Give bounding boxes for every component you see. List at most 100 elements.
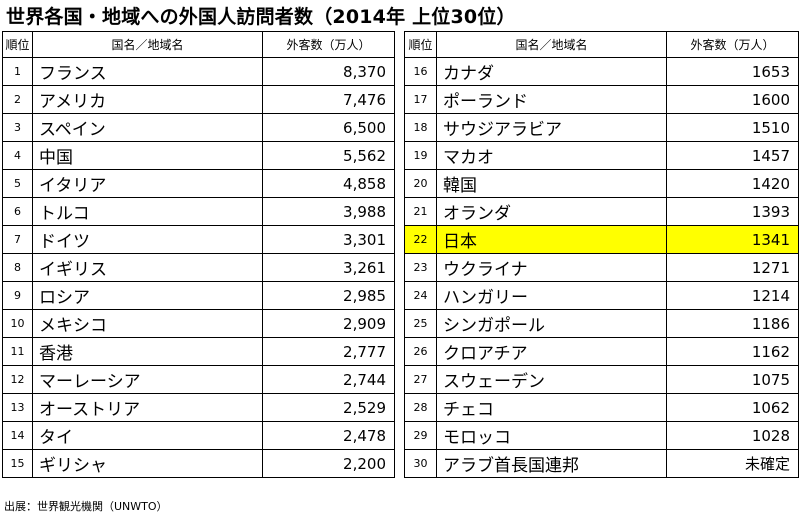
rank-cell: 28 xyxy=(404,393,437,422)
name-cell: アラブ首長国連邦 xyxy=(436,449,667,478)
table-row: 10 メキシコ 2,909 xyxy=(2,309,395,338)
value-cell: 3,261 xyxy=(262,253,395,282)
table-row: 21 オランダ 1393 xyxy=(404,197,799,226)
table-row: 27 スウェーデン 1075 xyxy=(404,365,799,394)
name-cell: ロシア xyxy=(32,281,263,310)
rank-cell: 24 xyxy=(404,281,437,310)
name-cell: カナダ xyxy=(436,57,667,86)
rank-cell: 18 xyxy=(404,113,437,142)
rank-cell: 11 xyxy=(2,337,33,366)
rank-cell: 8 xyxy=(2,253,33,282)
table-row: 14 タイ 2,478 xyxy=(2,421,395,450)
value-cell: 1341 xyxy=(666,225,799,254)
value-cell: 1186 xyxy=(666,309,799,338)
value-cell: 8,370 xyxy=(262,57,395,86)
value-cell: 6,500 xyxy=(262,113,395,142)
table-row: 26 クロアチア 1162 xyxy=(404,337,799,366)
table-header-row: 順位 国名／地域名 外客数（万人） xyxy=(404,31,799,58)
value-cell: 1062 xyxy=(666,393,799,422)
value-cell: 5,562 xyxy=(262,141,395,170)
rank-cell: 22 xyxy=(404,225,437,254)
table-row: 13 オーストリア 2,529 xyxy=(2,393,395,422)
name-cell: チェコ xyxy=(436,393,667,422)
name-cell: クロアチア xyxy=(436,337,667,366)
name-cell: サウジアラビア xyxy=(436,113,667,142)
value-cell: 2,529 xyxy=(262,393,395,422)
name-cell: ウクライナ xyxy=(436,253,667,282)
rank-cell: 7 xyxy=(2,225,33,254)
value-cell: 2,478 xyxy=(262,421,395,450)
rank-cell: 5 xyxy=(2,169,33,198)
name-cell: ポーランド xyxy=(436,85,667,114)
value-cell: 1393 xyxy=(666,197,799,226)
value-cell: 1271 xyxy=(666,253,799,282)
name-cell: モロッコ xyxy=(436,421,667,450)
name-cell: 中国 xyxy=(32,141,263,170)
value-cell: 1162 xyxy=(666,337,799,366)
rank-cell: 30 xyxy=(404,449,437,478)
table-row: 3 スペイン 6,500 xyxy=(2,113,395,142)
table-row: 22 日本 1341 xyxy=(404,225,799,254)
rank-cell: 13 xyxy=(2,393,33,422)
rank-cell: 14 xyxy=(2,421,33,450)
rank-cell: 10 xyxy=(2,309,33,338)
rank-cell: 1 xyxy=(2,57,33,86)
rank-cell: 9 xyxy=(2,281,33,310)
table-row: 6 トルコ 3,988 xyxy=(2,197,395,226)
table-row: 2 アメリカ 7,476 xyxy=(2,85,395,114)
value-cell: 2,985 xyxy=(262,281,395,310)
value-cell: 3,988 xyxy=(262,197,395,226)
table-row: 19 マカオ 1457 xyxy=(404,141,799,170)
rank-cell: 15 xyxy=(2,449,33,478)
table-row: 28 チェコ 1062 xyxy=(404,393,799,422)
name-cell: マカオ xyxy=(436,141,667,170)
table-row: 29 モロッコ 1028 xyxy=(404,421,799,450)
name-cell: アメリカ xyxy=(32,85,263,114)
rank-cell: 25 xyxy=(404,309,437,338)
value-cell: 1600 xyxy=(666,85,799,114)
table-row: 17 ポーランド 1600 xyxy=(404,85,799,114)
name-cell: マーレーシア xyxy=(32,365,263,394)
rank-cell: 21 xyxy=(404,197,437,226)
rank-cell: 12 xyxy=(2,365,33,394)
name-cell: ハンガリー xyxy=(436,281,667,310)
rank-cell: 23 xyxy=(404,253,437,282)
table-row: 30 アラブ首長国連邦 未確定 xyxy=(404,449,799,478)
name-cell: シンガポール xyxy=(436,309,667,338)
name-cell: 韓国 xyxy=(436,169,667,198)
value-cell: 1510 xyxy=(666,113,799,142)
name-cell: フランス xyxy=(32,57,263,86)
table-row: 1 フランス 8,370 xyxy=(2,57,395,86)
value-cell: 1420 xyxy=(666,169,799,198)
table-row: 24 ハンガリー 1214 xyxy=(404,281,799,310)
header-value: 外客数（万人） xyxy=(262,31,395,58)
value-cell: 2,200 xyxy=(262,449,395,478)
name-cell: イギリス xyxy=(32,253,263,282)
name-cell: トルコ xyxy=(32,197,263,226)
table-row: 9 ロシア 2,985 xyxy=(2,281,395,310)
name-cell: スペイン xyxy=(32,113,263,142)
table-row: 4 中国 5,562 xyxy=(2,141,395,170)
rank-cell: 20 xyxy=(404,169,437,198)
rank-cell: 3 xyxy=(2,113,33,142)
rank-cell: 17 xyxy=(404,85,437,114)
table-row: 11 香港 2,777 xyxy=(2,337,395,366)
value-cell: 1653 xyxy=(666,57,799,86)
page-title: 世界各国・地域への外国人訪問者数（2014年 上位30位） xyxy=(6,6,516,28)
name-cell: 日本 xyxy=(436,225,667,254)
value-cell: 2,777 xyxy=(262,337,395,366)
value-cell: 1075 xyxy=(666,365,799,394)
header-name: 国名／地域名 xyxy=(436,31,667,58)
name-cell: 香港 xyxy=(32,337,263,366)
name-cell: ドイツ xyxy=(32,225,263,254)
name-cell: オランダ xyxy=(436,197,667,226)
table-row: 20 韓国 1420 xyxy=(404,169,799,198)
name-cell: オーストリア xyxy=(32,393,263,422)
value-cell: 3,301 xyxy=(262,225,395,254)
value-cell: 1457 xyxy=(666,141,799,170)
value-cell: 7,476 xyxy=(262,85,395,114)
name-cell: ギリシャ xyxy=(32,449,263,478)
table-row: 15 ギリシャ 2,200 xyxy=(2,449,395,478)
rank-cell: 6 xyxy=(2,197,33,226)
table-row: 16 カナダ 1653 xyxy=(404,57,799,86)
